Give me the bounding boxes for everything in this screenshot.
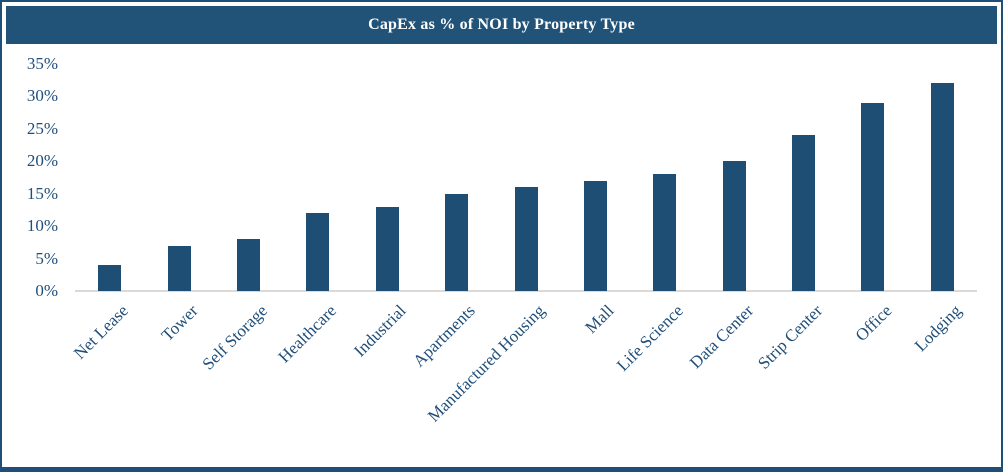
- x-axis-label: Lodging: [910, 301, 965, 356]
- bar-apartments: [445, 193, 469, 291]
- bar-healthcare: [306, 213, 330, 291]
- x-axis-label: Mall: [581, 301, 618, 338]
- bar-data-center: [722, 161, 746, 291]
- y-tick-label: 35%: [26, 54, 58, 73]
- x-axis-label: Manufactured Housing: [423, 301, 549, 426]
- x-axis-label: Strip Center: [754, 301, 826, 373]
- x-axis-label: Net Lease: [70, 301, 133, 363]
- x-axis-label: Life Science: [613, 301, 688, 375]
- x-axis-label: Data Center: [685, 301, 757, 373]
- y-tick-label: 25%: [26, 118, 58, 138]
- x-axis-label: Healthcare: [274, 301, 341, 367]
- bar-mall: [583, 180, 607, 291]
- bar-life-science: [653, 174, 677, 291]
- bar-tower: [167, 245, 191, 291]
- y-tick-label: 15%: [26, 183, 58, 203]
- y-tick-label: 5%: [35, 248, 58, 268]
- bar-net-lease: [98, 265, 122, 291]
- bar-manufactured-housing: [514, 187, 538, 291]
- y-tick-label: 0%: [35, 281, 58, 300]
- bar-industrial: [375, 206, 399, 291]
- chart-title-bar: CapEx as % of NOI by Property Type: [6, 6, 997, 44]
- x-axis-line: [75, 290, 977, 292]
- y-tick-label: 10%: [26, 216, 58, 236]
- x-axis-label: Tower: [157, 301, 202, 345]
- bar-strip-center: [792, 135, 816, 291]
- bar-office: [861, 102, 885, 291]
- y-tick-label: 30%: [26, 86, 58, 106]
- chart-title: CapEx as % of NOI by Property Type: [368, 16, 635, 33]
- x-axis-label: Apartments: [409, 301, 480, 371]
- bar-lodging: [930, 83, 954, 291]
- x-axis-label: Office: [851, 301, 896, 345]
- y-tick-label: 20%: [26, 151, 58, 171]
- x-axis-label: Industrial: [350, 301, 410, 361]
- x-axis-label: Self Storage: [198, 301, 271, 374]
- bar-self-storage: [236, 239, 260, 291]
